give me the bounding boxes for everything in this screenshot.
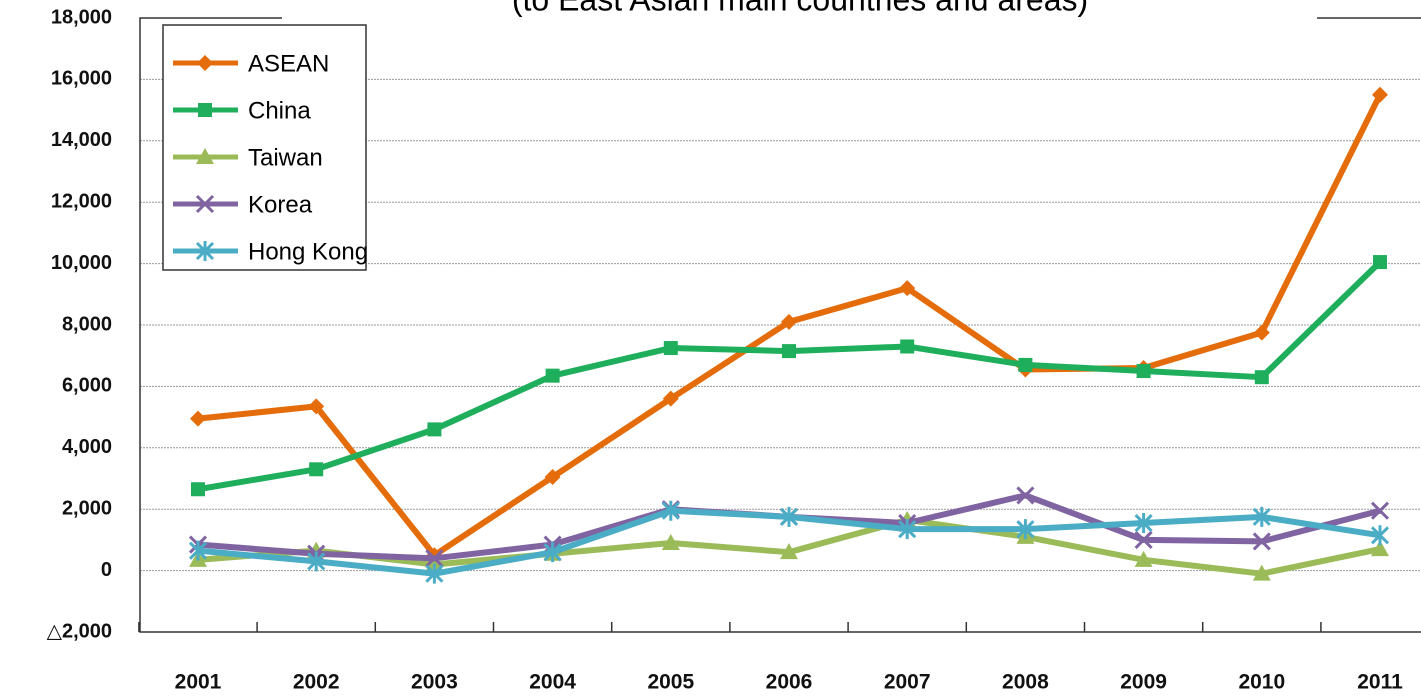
y-tick-label: △2,000 bbox=[47, 620, 112, 642]
marker bbox=[779, 506, 799, 527]
legend-label: Taiwan bbox=[248, 144, 323, 171]
marker bbox=[1018, 357, 1033, 372]
marker bbox=[782, 344, 796, 359]
title-background bbox=[282, 0, 1317, 19]
marker bbox=[543, 542, 562, 563]
marker bbox=[307, 551, 326, 572]
marker bbox=[198, 103, 212, 117]
marker bbox=[427, 422, 442, 437]
marker bbox=[544, 468, 561, 485]
marker bbox=[1134, 530, 1153, 549]
y-tick-label: 18,000 bbox=[51, 6, 112, 28]
marker bbox=[196, 148, 214, 164]
marker bbox=[898, 519, 917, 540]
y-tick-label: 10,000 bbox=[51, 252, 112, 274]
y-tick-label: 2,000 bbox=[62, 497, 112, 519]
marker bbox=[1136, 364, 1151, 379]
y-tick-label: 4,000 bbox=[62, 436, 112, 458]
marker bbox=[308, 398, 325, 415]
marker bbox=[190, 410, 206, 427]
x-tick-label: 2003 bbox=[411, 671, 458, 694]
marker bbox=[661, 533, 680, 550]
marker bbox=[1254, 370, 1269, 385]
marker bbox=[780, 543, 798, 560]
marker bbox=[1134, 513, 1153, 534]
marker bbox=[545, 368, 560, 383]
marker bbox=[781, 313, 797, 330]
marker bbox=[663, 341, 678, 356]
marker bbox=[899, 280, 916, 297]
y-tick-label: 6,000 bbox=[62, 375, 112, 397]
x-tick-label: 2004 bbox=[529, 671, 576, 694]
marker bbox=[1134, 550, 1153, 567]
marker bbox=[195, 241, 215, 261]
marker bbox=[662, 390, 679, 407]
x-tick-label: 2011 bbox=[1357, 671, 1403, 694]
marker bbox=[197, 55, 213, 71]
chart-title: (to East Asian main countries and areas) bbox=[512, 0, 1088, 17]
marker bbox=[1252, 564, 1271, 581]
marker bbox=[1373, 255, 1387, 270]
marker bbox=[1372, 86, 1388, 103]
legend bbox=[162, 24, 367, 271]
legend-label: China bbox=[248, 97, 311, 124]
y-tick-label: 14,000 bbox=[51, 129, 112, 151]
marker bbox=[195, 194, 215, 214]
marker bbox=[188, 540, 208, 561]
marker bbox=[1016, 486, 1035, 505]
marker bbox=[309, 462, 324, 477]
legend-label: Korea bbox=[248, 191, 313, 218]
marker bbox=[425, 563, 444, 584]
x-tick-label: 2001 bbox=[175, 671, 222, 694]
x-tick-label: 2006 bbox=[766, 671, 813, 694]
marker bbox=[661, 500, 680, 521]
marker bbox=[1370, 501, 1390, 520]
marker bbox=[1016, 519, 1035, 540]
marker bbox=[1252, 532, 1271, 551]
legend-label: ASEAN bbox=[248, 50, 329, 77]
marker bbox=[191, 482, 205, 497]
marker bbox=[900, 339, 915, 354]
marker bbox=[1370, 525, 1390, 546]
x-tick-label: 2002 bbox=[293, 671, 340, 694]
marker bbox=[425, 549, 444, 568]
marker bbox=[1371, 540, 1389, 557]
y-tick-label: 8,000 bbox=[62, 313, 112, 335]
x-tick-label: 2005 bbox=[647, 671, 694, 694]
marker bbox=[1253, 324, 1270, 341]
x-tick-label: 2007 bbox=[884, 671, 931, 694]
y-tick-label: 12,000 bbox=[51, 190, 112, 212]
x-tick-label: 2009 bbox=[1120, 671, 1167, 694]
x-tick-label: 2008 bbox=[1002, 671, 1049, 694]
y-tick-label: 0 bbox=[101, 559, 112, 581]
marker bbox=[1252, 506, 1271, 527]
legend-label: Hong Kong bbox=[248, 238, 368, 265]
y-tick-label: 16,000 bbox=[51, 68, 112, 90]
x-tick-label: 2010 bbox=[1238, 671, 1285, 694]
